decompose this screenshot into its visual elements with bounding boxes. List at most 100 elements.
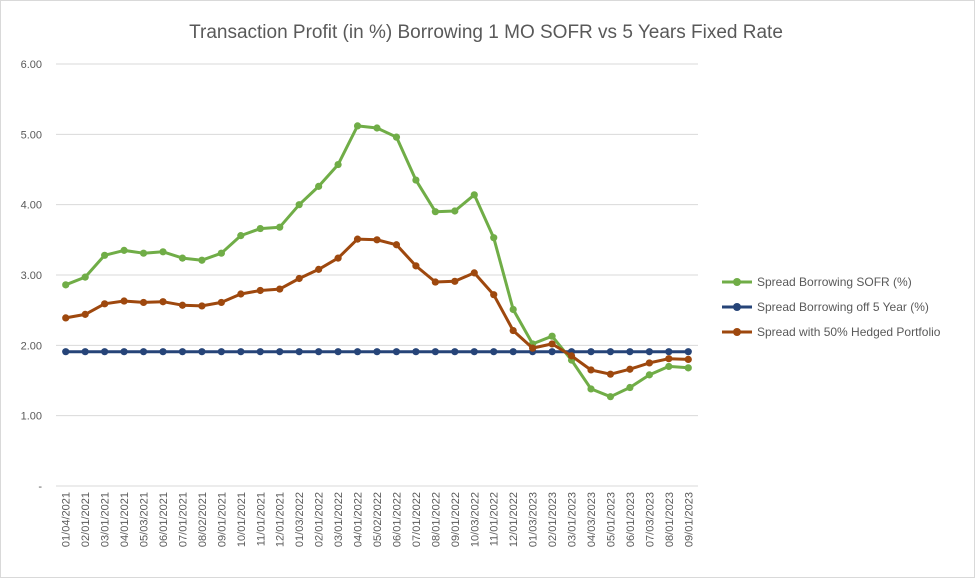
data-point: [431, 208, 439, 216]
series-1: [62, 122, 692, 401]
data-point: [295, 201, 303, 209]
data-point: [645, 371, 653, 379]
y-axis: - 1.00 2.00 3.00 4.00 5.00 6.00: [21, 59, 43, 493]
x-axis: 01/04/2021 02/01/2021 03/01/2021 04/01/2021…: [61, 492, 696, 547]
data-point: [587, 348, 595, 356]
x-tick-label: 07/01/2022: [411, 492, 423, 547]
data-point: [81, 348, 89, 356]
data-point: [62, 314, 70, 322]
x-tick-label: 01/04/2021: [61, 492, 73, 547]
data-point: [470, 348, 478, 356]
data-point: [334, 160, 342, 169]
x-tick-label: 11/01/2021: [255, 492, 267, 546]
data-point: [606, 393, 615, 401]
data-point: [237, 232, 245, 240]
data-point: [159, 248, 167, 256]
data-point: [490, 348, 498, 356]
data-point: [392, 133, 401, 141]
series-layer: [62, 122, 692, 401]
data-point: [529, 344, 537, 352]
x-tick-label: 10/01/2021: [236, 492, 248, 547]
data-point: [101, 348, 109, 356]
data-point: [178, 254, 187, 262]
data-point: [626, 365, 634, 373]
data-point: [587, 385, 595, 393]
data-point: [217, 249, 225, 257]
x-tick-label: 11/01/2022: [489, 492, 501, 546]
y-tick-label: 5.00: [21, 129, 42, 141]
data-point: [665, 348, 673, 356]
x-tick-label: 08/01/2023: [664, 492, 676, 547]
data-point: [353, 348, 362, 356]
x-tick-label: 01/03/2022: [294, 492, 306, 547]
data-point: [315, 265, 323, 273]
y-tick-label: 4.00: [21, 200, 42, 212]
data-point: [392, 348, 401, 356]
data-point: [431, 278, 439, 286]
data-point: [198, 256, 206, 264]
data-point: [178, 301, 187, 309]
x-tick-label: 07/03/2023: [644, 492, 656, 547]
x-tick-label: 05/01/2023: [605, 492, 617, 547]
data-point: [665, 362, 673, 371]
data-point: [509, 348, 517, 356]
data-point: [451, 348, 459, 356]
data-point: [470, 191, 478, 199]
data-point: [276, 223, 284, 231]
x-tick-label: 06/01/2023: [625, 492, 637, 547]
data-point: [198, 302, 206, 310]
data-point: [159, 298, 167, 306]
data-point: [276, 348, 284, 356]
data-point: [139, 298, 148, 307]
data-point: [684, 348, 692, 356]
series-line: [65, 124, 689, 399]
legend: Spread Borrowing SOFR (%) Spread Borrowin…: [722, 275, 941, 339]
legend-swatch-marker: [733, 303, 741, 311]
data-point: [373, 236, 381, 244]
data-point: [392, 241, 401, 249]
data-point: [62, 281, 70, 289]
data-point: [217, 348, 225, 356]
data-point: [684, 364, 692, 372]
data-point: [256, 224, 264, 233]
data-point: [587, 366, 595, 374]
data-point: [256, 348, 264, 356]
data-point: [626, 383, 634, 392]
data-point: [120, 246, 128, 254]
data-point: [315, 182, 323, 190]
legend-label: Spread Borrowing SOFR (%): [757, 275, 912, 289]
data-point: [237, 290, 245, 298]
data-point: [353, 235, 362, 243]
data-point: [139, 348, 148, 356]
legend-swatch-marker: [733, 278, 741, 286]
data-point: [120, 297, 128, 305]
data-point: [120, 348, 128, 356]
y-tick-label: 6.00: [21, 59, 42, 71]
legend-label: Spread Borrowing off 5 Year (%): [757, 300, 929, 314]
data-point: [567, 352, 576, 360]
x-tick-label: 08/02/2021: [197, 492, 209, 547]
data-point: [431, 348, 439, 356]
data-point: [295, 348, 303, 356]
x-tick-label: 07/01/2021: [177, 492, 189, 547]
data-point: [81, 273, 89, 281]
data-point: [451, 207, 459, 215]
x-tick-label: 09/01/2023: [683, 492, 695, 547]
data-point: [334, 254, 342, 262]
data-point: [373, 124, 381, 132]
x-tick-label: 05/02/2022: [372, 492, 384, 547]
data-point: [548, 340, 556, 348]
y-tick-label: 2.00: [21, 340, 42, 352]
legend-label: Spread with 50% Hedged Portfolio: [757, 325, 941, 339]
data-point: [490, 291, 498, 299]
data-point: [101, 251, 109, 259]
data-point: [470, 269, 478, 277]
data-point: [373, 348, 381, 356]
data-point: [198, 348, 206, 356]
x-tick-label: 06/01/2022: [391, 492, 403, 547]
x-tick-label: 06/01/2021: [158, 492, 170, 547]
data-point: [412, 262, 420, 270]
data-point: [81, 310, 89, 318]
x-tick-label: 04/01/2021: [119, 492, 131, 547]
data-point: [606, 370, 615, 378]
